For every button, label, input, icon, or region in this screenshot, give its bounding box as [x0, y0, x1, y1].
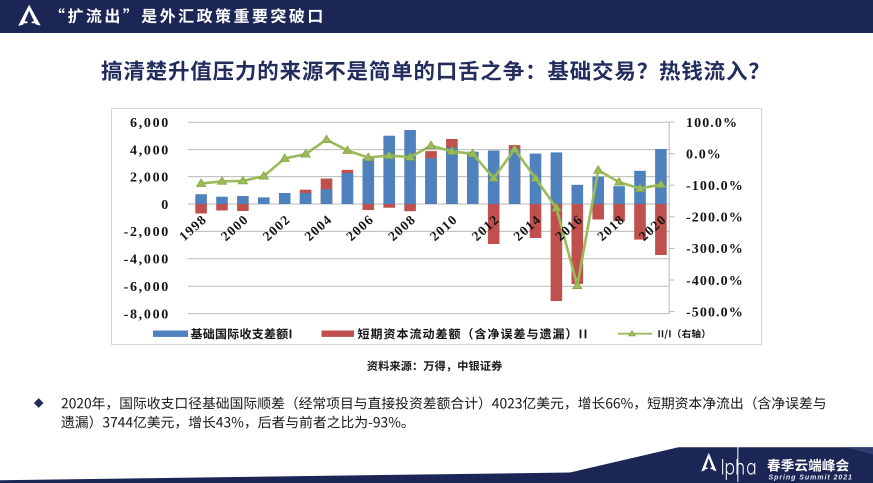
svg-text:-100.0%: -100.0%: [686, 179, 744, 194]
svg-text:-2,000: -2,000: [124, 225, 170, 240]
svg-text:-6,000: -6,000: [124, 280, 170, 295]
svg-text:100.0%: 100.0%: [686, 116, 738, 131]
svg-text:2,000: 2,000: [130, 170, 170, 185]
svg-text:-300.0%: -300.0%: [686, 242, 744, 257]
svg-text:0: 0: [161, 198, 170, 213]
svg-text:4,000: 4,000: [130, 143, 170, 158]
svg-text:-8,000: -8,000: [124, 307, 170, 322]
svg-text:-400.0%: -400.0%: [686, 274, 744, 289]
svg-text:-500.0%: -500.0%: [686, 305, 744, 320]
svg-text:6,000: 6,000: [130, 116, 170, 131]
svg-text:-4,000: -4,000: [124, 253, 170, 268]
svg-text:Spring Summit 2021: Spring Summit 2021: [769, 474, 853, 481]
svg-text:-200.0%: -200.0%: [686, 211, 744, 226]
svg-text:0.0%: 0.0%: [686, 147, 722, 162]
